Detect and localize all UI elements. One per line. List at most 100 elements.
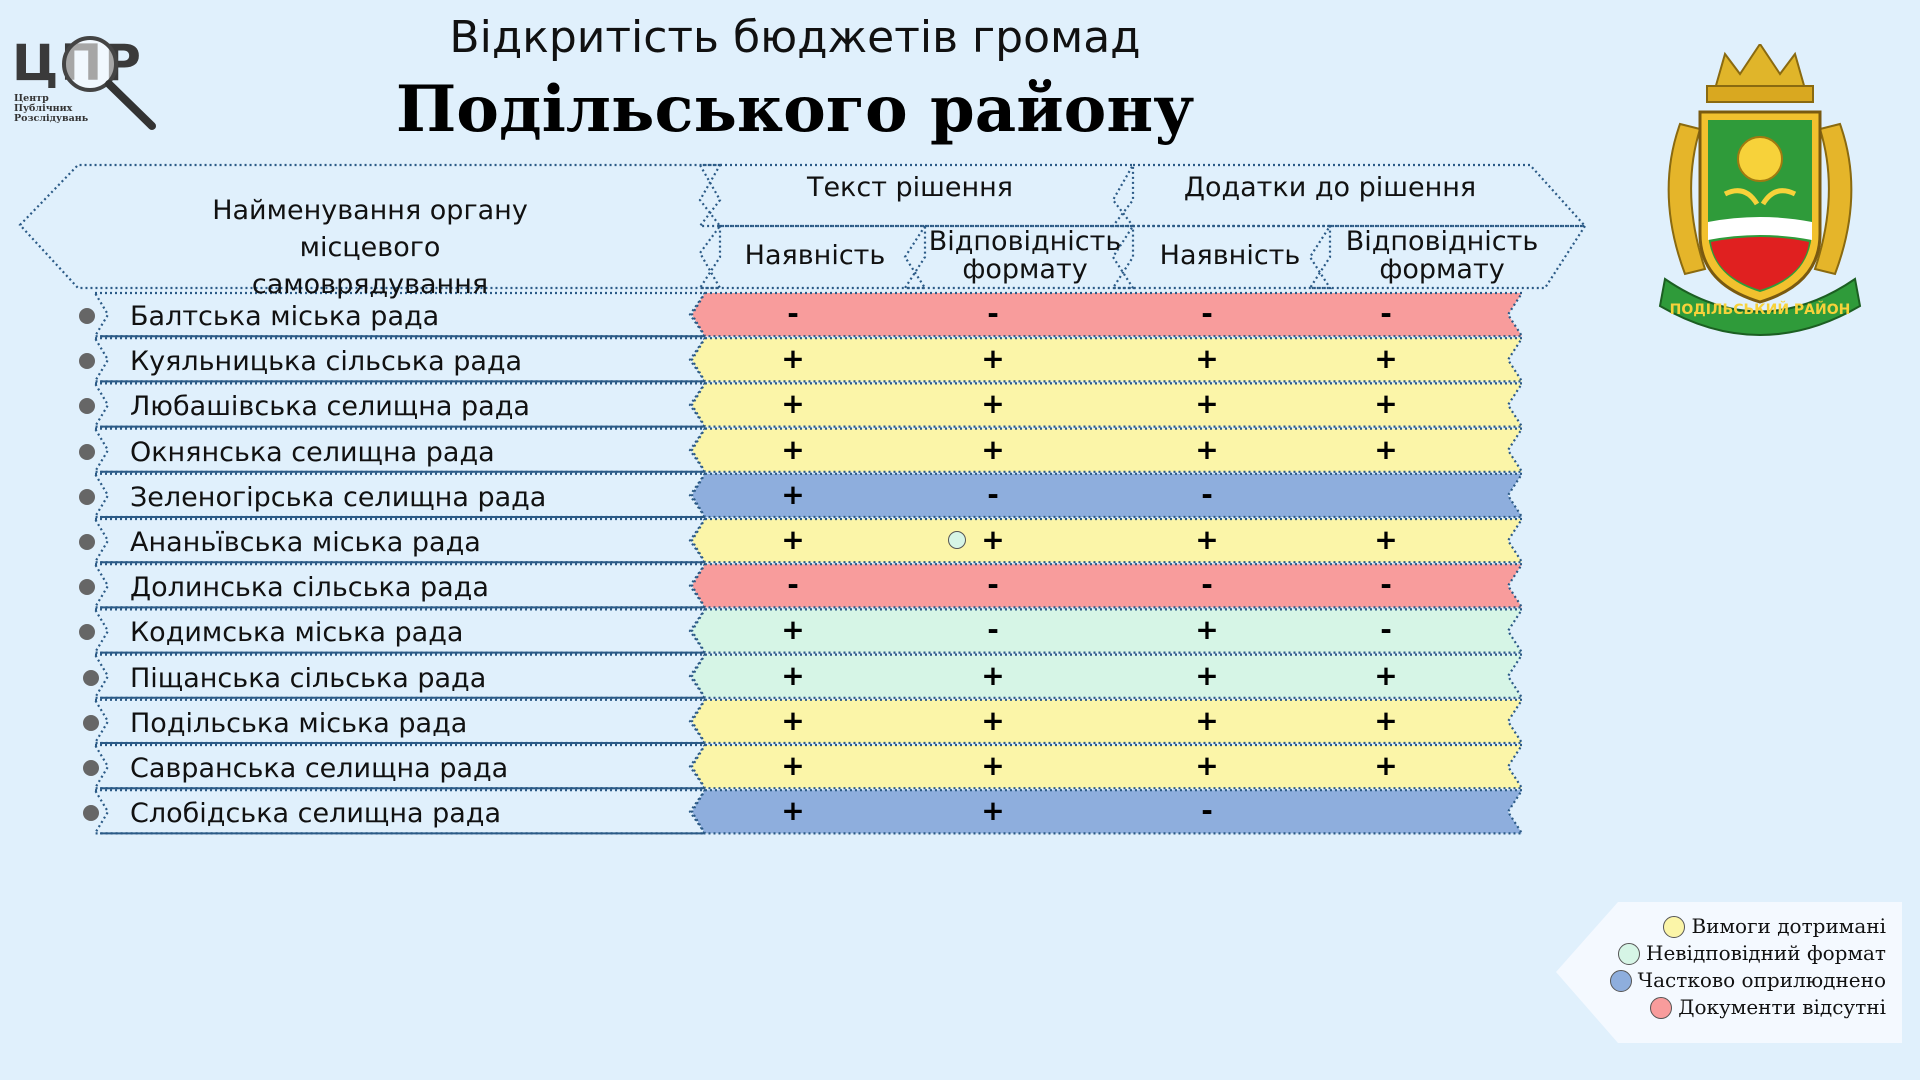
row-mark: - xyxy=(1201,297,1213,330)
row-band-outline xyxy=(690,743,1525,790)
row-mark: + xyxy=(1374,432,1398,466)
row-bullet xyxy=(79,534,95,550)
legend-label: Невідповідний формат xyxy=(1646,941,1886,965)
row-mark: - xyxy=(1201,568,1213,602)
subheader-presence-1: Наявність xyxy=(744,240,886,271)
row-bullet xyxy=(79,308,95,324)
row-mark: + xyxy=(781,523,805,556)
row-name: Подільська міська рада xyxy=(130,707,468,739)
row-mark: + xyxy=(1374,703,1398,737)
row-color-band xyxy=(692,609,1522,653)
row-mark: - xyxy=(1380,568,1392,602)
row-band-outline xyxy=(690,698,1525,745)
row-band-outline xyxy=(690,337,1525,383)
row-name: Куяльницька сільська рада xyxy=(130,346,523,378)
row-bullet xyxy=(83,805,99,822)
group-header-decision-text: Текст рішення xyxy=(806,172,1014,203)
row-band-outline xyxy=(690,608,1525,654)
row-mark: + xyxy=(1374,523,1398,556)
subheader-presence-2: Наявність xyxy=(1159,240,1301,271)
legend-label: Частково оприлюднено xyxy=(1637,968,1886,992)
row-mark: + xyxy=(981,794,1005,828)
row-mark: + xyxy=(781,613,805,647)
row-mark: + xyxy=(981,658,1005,692)
coat-label: ПОДІЛЬСЬКИЙ РАЙОН xyxy=(1670,301,1851,318)
row-bullet xyxy=(79,398,95,415)
row-mark: - xyxy=(987,297,999,330)
magnifier-icon xyxy=(62,36,156,130)
row-name: Долинська сільська рада xyxy=(130,572,489,604)
row-mark: + xyxy=(1195,523,1219,556)
group-header-appendices: Додатки до рішення xyxy=(1183,172,1477,203)
legend-dot xyxy=(1663,916,1686,938)
row-mark: + xyxy=(981,387,1005,421)
row-mark: + xyxy=(781,342,805,376)
row-mark: + xyxy=(781,703,805,737)
row-bullet xyxy=(83,714,99,731)
row-name: Кодимська міська рада xyxy=(130,617,464,649)
row-mark: + xyxy=(781,658,805,692)
row-color-band xyxy=(692,338,1522,382)
format-dot xyxy=(948,531,966,549)
row-mark: + xyxy=(1195,342,1219,376)
row-mark: + xyxy=(1195,387,1219,421)
legend-dot xyxy=(1618,943,1641,965)
row-mark: + xyxy=(781,432,805,466)
row-color-band xyxy=(692,699,1522,743)
row-name: Окнянська селищна рада xyxy=(130,436,495,468)
row-color-band xyxy=(692,654,1522,698)
row-band-outline xyxy=(690,789,1525,835)
row-mark: - xyxy=(1201,477,1213,511)
legend-label: Вимоги дотримані xyxy=(1691,914,1886,938)
name-column-header: Найменування органу місцевого самоврядув… xyxy=(212,195,528,300)
row-mark: + xyxy=(981,523,1005,556)
group-header-outline-1 xyxy=(697,163,1136,228)
subheader-format-1: Відповідність формату xyxy=(928,226,1122,285)
name-header-outline xyxy=(18,163,722,290)
row-mark: + xyxy=(981,749,1005,782)
row-band-outline xyxy=(690,427,1525,473)
group-header-outline-2 xyxy=(1110,163,1588,228)
row-band-outline xyxy=(690,517,1525,564)
row-band-outline xyxy=(690,382,1525,428)
row-name: Любашівська селищна рада xyxy=(130,391,530,423)
row-color-band xyxy=(692,519,1522,563)
row-mark: + xyxy=(781,477,805,511)
row-bullet xyxy=(79,579,95,596)
row-mark: + xyxy=(1195,432,1219,466)
subheader-outline-2 xyxy=(902,224,1136,290)
row-bullet xyxy=(79,624,95,641)
page-title-line1: Відкритість бюджетів громад xyxy=(449,12,1141,63)
row-mark: - xyxy=(1201,794,1213,828)
row-name: Слобідська селищна рада xyxy=(130,798,502,830)
page-title-line2: Подільського району xyxy=(395,72,1195,147)
row-mark: + xyxy=(1195,613,1219,647)
row-mark: - xyxy=(1380,297,1392,330)
row-name: Ананьївська міська рада xyxy=(130,527,481,558)
row-color-band xyxy=(692,745,1522,789)
row-mark: - xyxy=(987,477,999,511)
row-mark: - xyxy=(1380,613,1392,647)
row-mark: + xyxy=(981,342,1005,376)
row-mark: - xyxy=(787,297,799,330)
row-name: Піщанська сільська рада xyxy=(130,662,487,694)
legend-label: Документи відсутні xyxy=(1678,995,1886,1019)
row-mark: + xyxy=(1195,749,1219,782)
row-mark: - xyxy=(787,568,799,602)
legend-background xyxy=(1556,902,1902,1043)
row-mark: - xyxy=(987,613,999,647)
row-bullet xyxy=(79,353,95,370)
logo-sub-line: Публічних xyxy=(14,103,73,114)
row-color-band xyxy=(692,473,1522,517)
legend-dot xyxy=(1609,970,1632,992)
row-band-outline xyxy=(690,472,1525,519)
row-color-band xyxy=(692,428,1522,472)
row-mark: + xyxy=(1374,749,1398,782)
row-mark: - xyxy=(987,568,999,602)
row-color-band xyxy=(692,293,1522,337)
row-name: Зеленогірська селищна рада xyxy=(130,481,547,513)
row-mark: + xyxy=(981,703,1005,737)
row-name: Савранська селищна рада xyxy=(130,753,509,784)
row-mark: + xyxy=(781,749,805,782)
row-mark: + xyxy=(1374,342,1398,376)
